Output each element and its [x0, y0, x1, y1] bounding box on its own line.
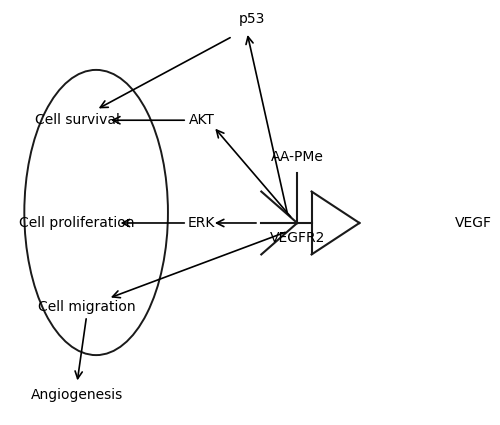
- Text: Cell migration: Cell migration: [38, 300, 136, 314]
- Text: VEGFR2: VEGFR2: [270, 231, 325, 245]
- Text: AA-PMe: AA-PMe: [271, 150, 324, 164]
- Text: Cell survival: Cell survival: [34, 113, 119, 127]
- Text: Angiogenesis: Angiogenesis: [31, 388, 123, 402]
- Text: ERK: ERK: [188, 216, 215, 230]
- Text: AKT: AKT: [188, 113, 214, 127]
- Text: VEGF: VEGF: [455, 216, 492, 230]
- Text: p53: p53: [238, 12, 265, 26]
- Text: Cell proliferation: Cell proliferation: [19, 216, 134, 230]
